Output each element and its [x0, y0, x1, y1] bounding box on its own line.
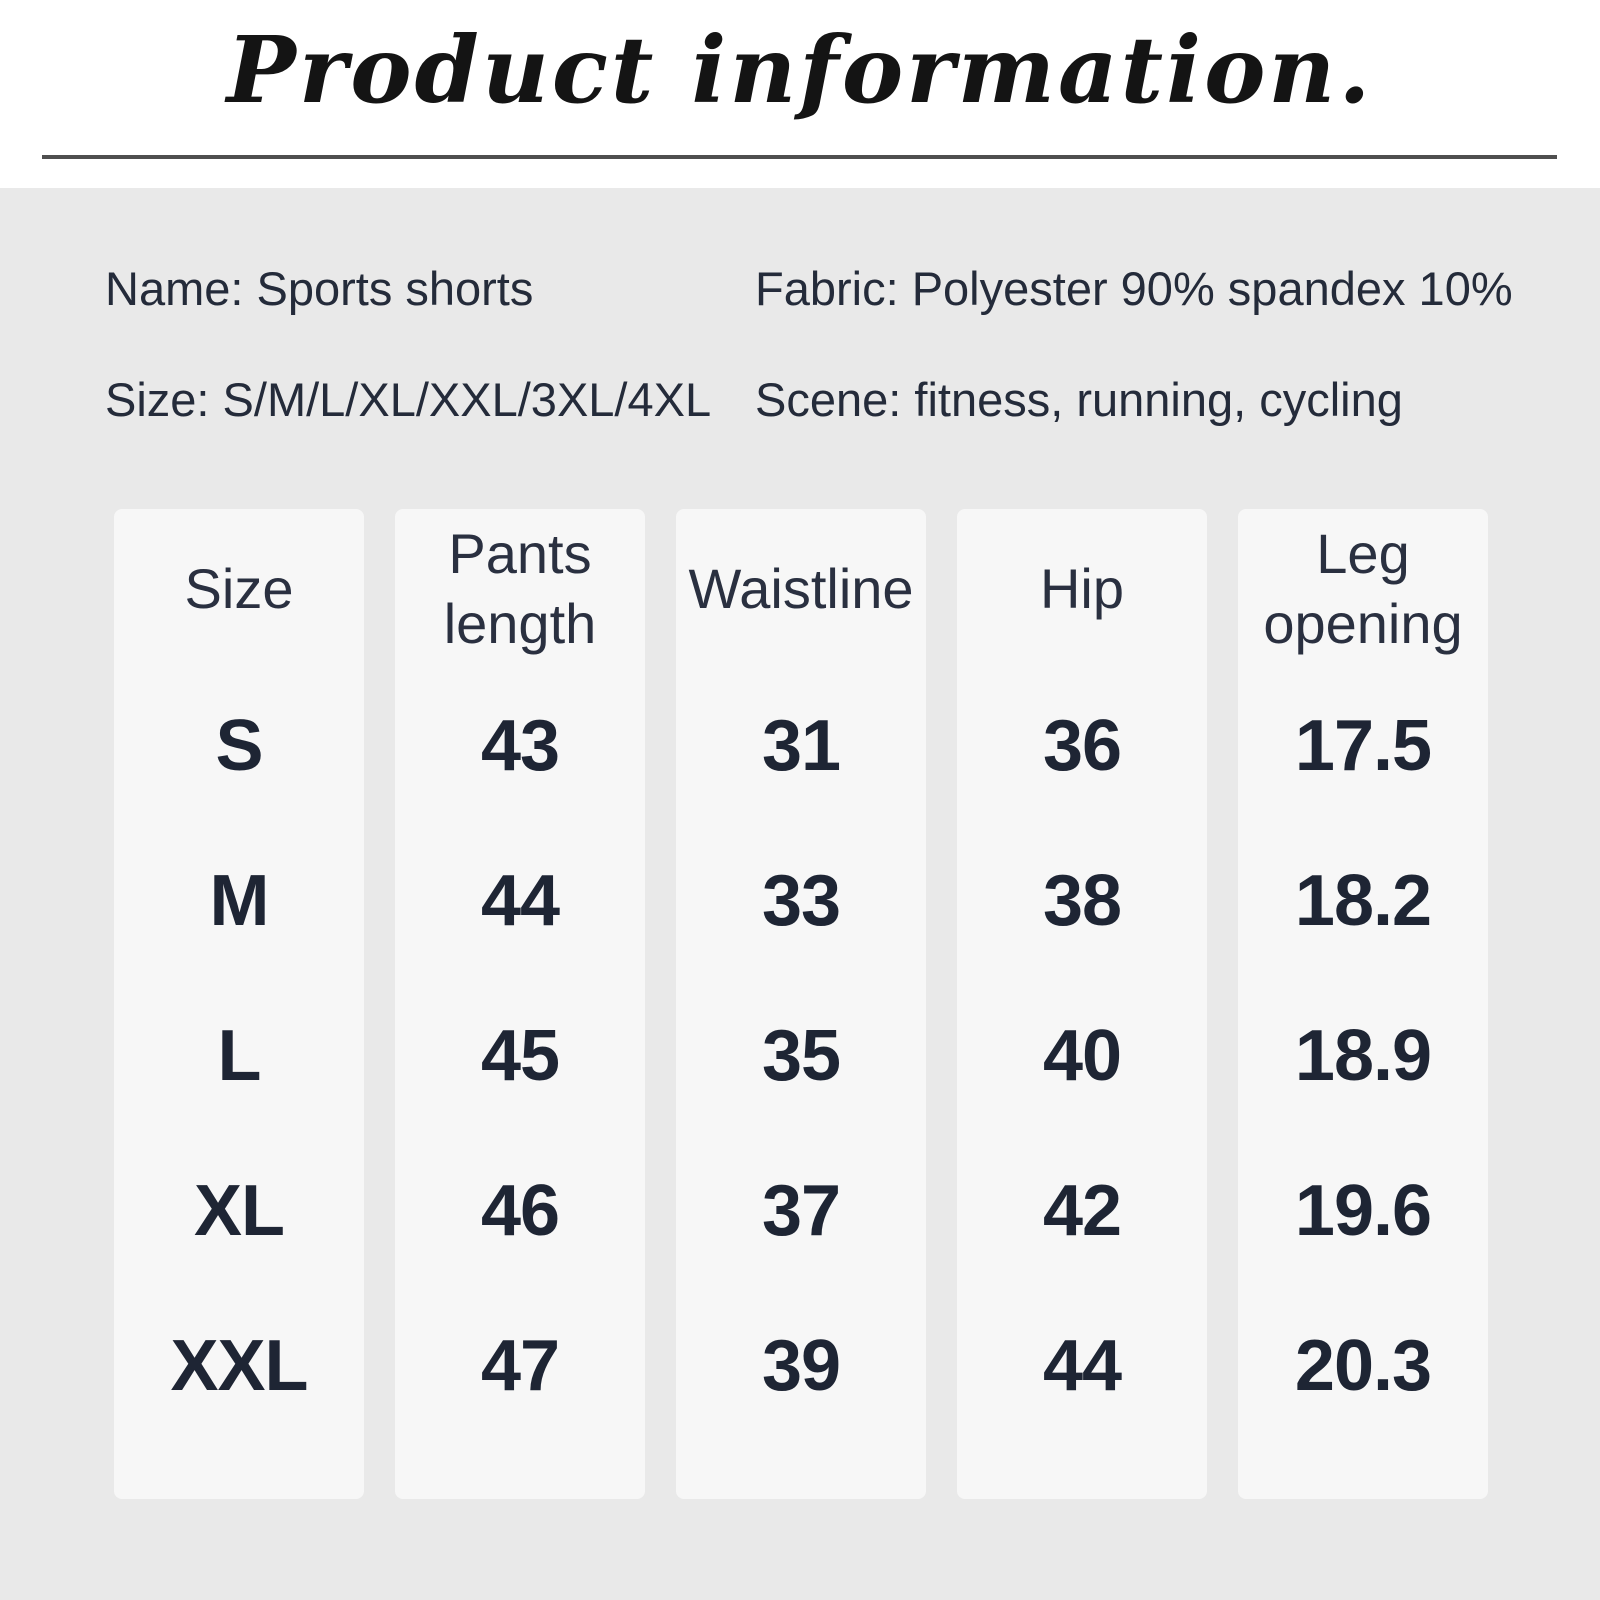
size-cell: L	[217, 1016, 262, 1097]
size-cell: M	[209, 861, 270, 942]
product-details: Name: Sports shorts Fabric: Polyester 90…	[0, 188, 1600, 427]
leg-opening-cell: 17.5	[1294, 706, 1432, 787]
info-panel: Name: Sports shorts Fabric: Polyester 90…	[0, 187, 1600, 1600]
hip-cell: 44	[1042, 1326, 1122, 1407]
waistline-cell: 31	[761, 706, 841, 787]
size-chart: Size S M L XL XXL Pants length 43 44 45 …	[114, 508, 1600, 1499]
size-cell: XL	[193, 1171, 285, 1252]
hip-cell: 38	[1042, 861, 1122, 942]
hip-cell: 36	[1042, 706, 1122, 787]
hip-cell: 40	[1042, 1016, 1122, 1097]
column-header-hip: Hip	[1039, 556, 1125, 620]
product-fabric-text: Fabric: Polyester 90% spandex 10%	[755, 261, 1513, 315]
column-header-size: Size	[184, 556, 294, 620]
hip-column-card: Hip 36 38 40 42 44	[957, 508, 1207, 1499]
pants-length-cell: 46	[480, 1171, 560, 1252]
pants-length-cell: 43	[480, 706, 560, 787]
waistline-cell: 39	[761, 1326, 841, 1407]
divider-line	[42, 154, 1557, 159]
waistline-column-card: Waistline 31 33 35 37 39	[676, 508, 926, 1499]
product-sizes-text: Size: S/M/L/XL/XXL/3XL/4XL	[105, 372, 712, 426]
column-header-leg-opening: Leg opening	[1263, 521, 1463, 655]
product-scene-text: Scene: fitness, running, cycling	[755, 372, 1403, 426]
waistline-cell: 33	[761, 861, 841, 942]
pants-length-cell: 47	[480, 1326, 560, 1407]
size-column-card: Size S M L XL XXL	[114, 508, 364, 1499]
waistline-cell: 35	[761, 1016, 841, 1097]
waistline-cell: 37	[761, 1171, 841, 1252]
hip-cell: 42	[1042, 1171, 1122, 1252]
leg-opening-cell: 18.2	[1294, 861, 1432, 942]
pants-length-cell: 44	[480, 861, 560, 942]
size-cell: S	[215, 706, 263, 787]
column-header-pants-length: Pants length	[443, 521, 597, 655]
pants-length-column-card: Pants length 43 44 45 46 47	[395, 508, 645, 1499]
leg-opening-column-card: Leg opening 17.5 18.2 18.9 19.6 20.3	[1238, 508, 1488, 1499]
pants-length-cell: 45	[480, 1016, 560, 1097]
leg-opening-cell: 20.3	[1294, 1326, 1432, 1407]
size-cell: XXL	[170, 1326, 308, 1407]
product-name-text: Name: Sports shorts	[105, 261, 534, 315]
leg-opening-cell: 19.6	[1294, 1171, 1432, 1252]
page-title: Product information.	[226, 16, 1374, 124]
leg-opening-cell: 18.9	[1294, 1016, 1432, 1097]
column-header-waistline: Waistline	[688, 556, 914, 620]
